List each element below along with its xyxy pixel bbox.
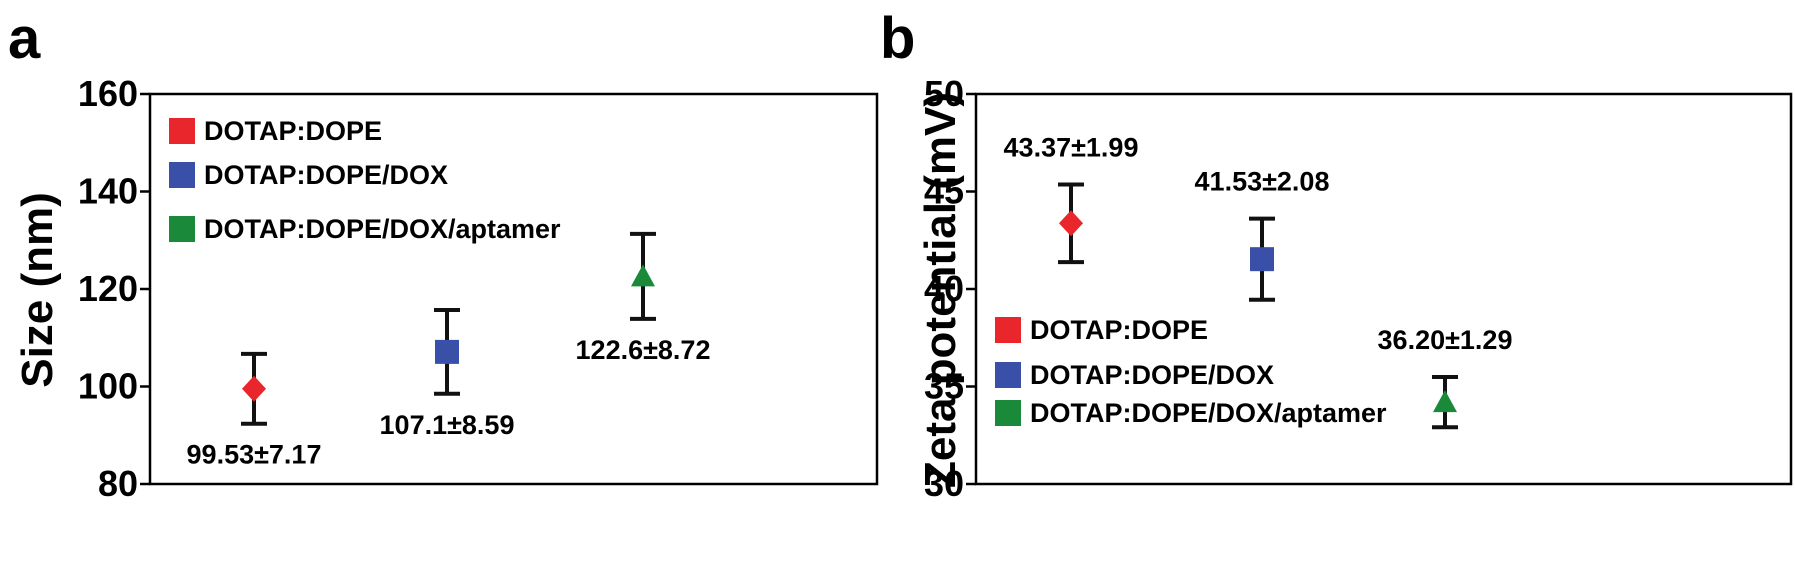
data-point-dotap-dope-dox [435, 339, 459, 364]
value-label-dotap-dope-dox: 41.53±2.08 [1195, 167, 1330, 197]
y-tick-group: 80 100 120 140 160 [78, 73, 150, 504]
legend-label-dotap-dope-dox: DOTAP:DOPE/DOX [1030, 360, 1274, 390]
panel-label: a [8, 6, 41, 71]
panel-label: b [880, 6, 915, 71]
y-tick-label: 35 [924, 366, 964, 407]
data-points: 43.37±1.99 41.53±2.08 36.20±1.29 [1004, 132, 1513, 430]
y-axis-title: Size (nm) [13, 192, 62, 388]
legend-label-dotap-dope-dox-aptamer: DOTAP:DOPE/DOX/aptamer [204, 214, 561, 244]
value-label-dotap-dope-dox: 107.1±8.59 [380, 410, 515, 440]
y-tick-label: 160 [78, 73, 138, 114]
data-point-dotap-dope [1059, 210, 1083, 237]
y-tick-label: 40 [924, 268, 964, 309]
size-chart-panel: a Size (nm) 80 100 120 140 160 DOTAP:DOPE DO… [0, 0, 880, 582]
zeta-chart: b Zeta potential (mV) 30 35 40 45 50 DOTAP:D… [880, 6, 1793, 504]
y-tick-label: 45 [924, 171, 964, 212]
legend-swatch-dotap-dope-dox [169, 162, 195, 188]
y-tick-label: 30 [924, 463, 964, 504]
y-tick-label: 140 [78, 171, 138, 212]
legend-swatch-dotap-dope-dox [995, 362, 1021, 388]
size-chart: a Size (nm) 80 100 120 140 160 DOTAP:DOPE DO… [8, 6, 879, 504]
legend-label-dotap-dope-dox: DOTAP:DOPE/DOX [204, 160, 448, 190]
data-point-dotap-dope-dox-aptamer [631, 264, 655, 287]
y-tick-label: 120 [78, 268, 138, 309]
legend-swatch-dotap-dope [169, 118, 195, 144]
legend: DOTAP:DOPE DOTAP:DOPE/DOX DOTAP:DOPE/DOX… [995, 315, 1387, 428]
legend-swatch-dotap-dope-dox-aptamer [169, 216, 195, 242]
y-tick-label: 100 [78, 366, 138, 407]
legend: DOTAP:DOPE DOTAP:DOPE/DOX DOTAP:DOPE/DOX… [169, 116, 561, 244]
data-point-dotap-dope [242, 375, 266, 402]
data-point-dotap-dope-dox-aptamer [1433, 390, 1457, 413]
value-label-dotap-dope-dox-aptamer: 122.6±8.72 [576, 335, 711, 365]
legend-label-dotap-dope: DOTAP:DOPE [204, 116, 382, 146]
legend-swatch-dotap-dope-dox-aptamer [995, 400, 1021, 426]
value-label-dotap-dope: 99.53±7.17 [187, 440, 322, 470]
y-tick-group: 30 35 40 45 50 [924, 73, 976, 504]
value-label-dotap-dope: 43.37±1.99 [1004, 132, 1139, 162]
data-point-dotap-dope-dox [1250, 247, 1274, 272]
data-points: 99.53±7.17 107.1±8.59 122.6±8.72 [187, 231, 711, 470]
y-tick-label: 80 [98, 463, 138, 504]
legend-label-dotap-dope: DOTAP:DOPE [1030, 315, 1208, 345]
zeta-chart-panel: b Zeta potential (mV) 30 35 40 45 50 DOTAP:D… [880, 0, 1795, 582]
y-axis-title: Zeta potential (mV) [916, 92, 965, 488]
legend-label-dotap-dope-dox-aptamer: DOTAP:DOPE/DOX/aptamer [1030, 398, 1387, 428]
value-label-dotap-dope-dox-aptamer: 36.20±1.29 [1378, 325, 1513, 355]
legend-swatch-dotap-dope [995, 317, 1021, 343]
y-tick-label: 50 [924, 73, 964, 114]
